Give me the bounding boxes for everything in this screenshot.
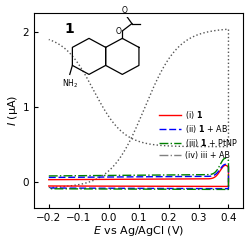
Text: $\mathbf{1}$: $\mathbf{1}$ xyxy=(64,22,75,36)
Y-axis label: $I$ (μA): $I$ (μA) xyxy=(5,95,20,126)
Legend: (i) $\mathbf{1}$, (ii) $\mathbf{1}$ + AB, (iii) $\mathbf{1}$ + PtNP, (iv) iii + : (i) $\mathbf{1}$, (ii) $\mathbf{1}$ + AB… xyxy=(157,107,240,161)
X-axis label: $E$ vs Ag/AgCl (V): $E$ vs Ag/AgCl (V) xyxy=(93,224,184,238)
